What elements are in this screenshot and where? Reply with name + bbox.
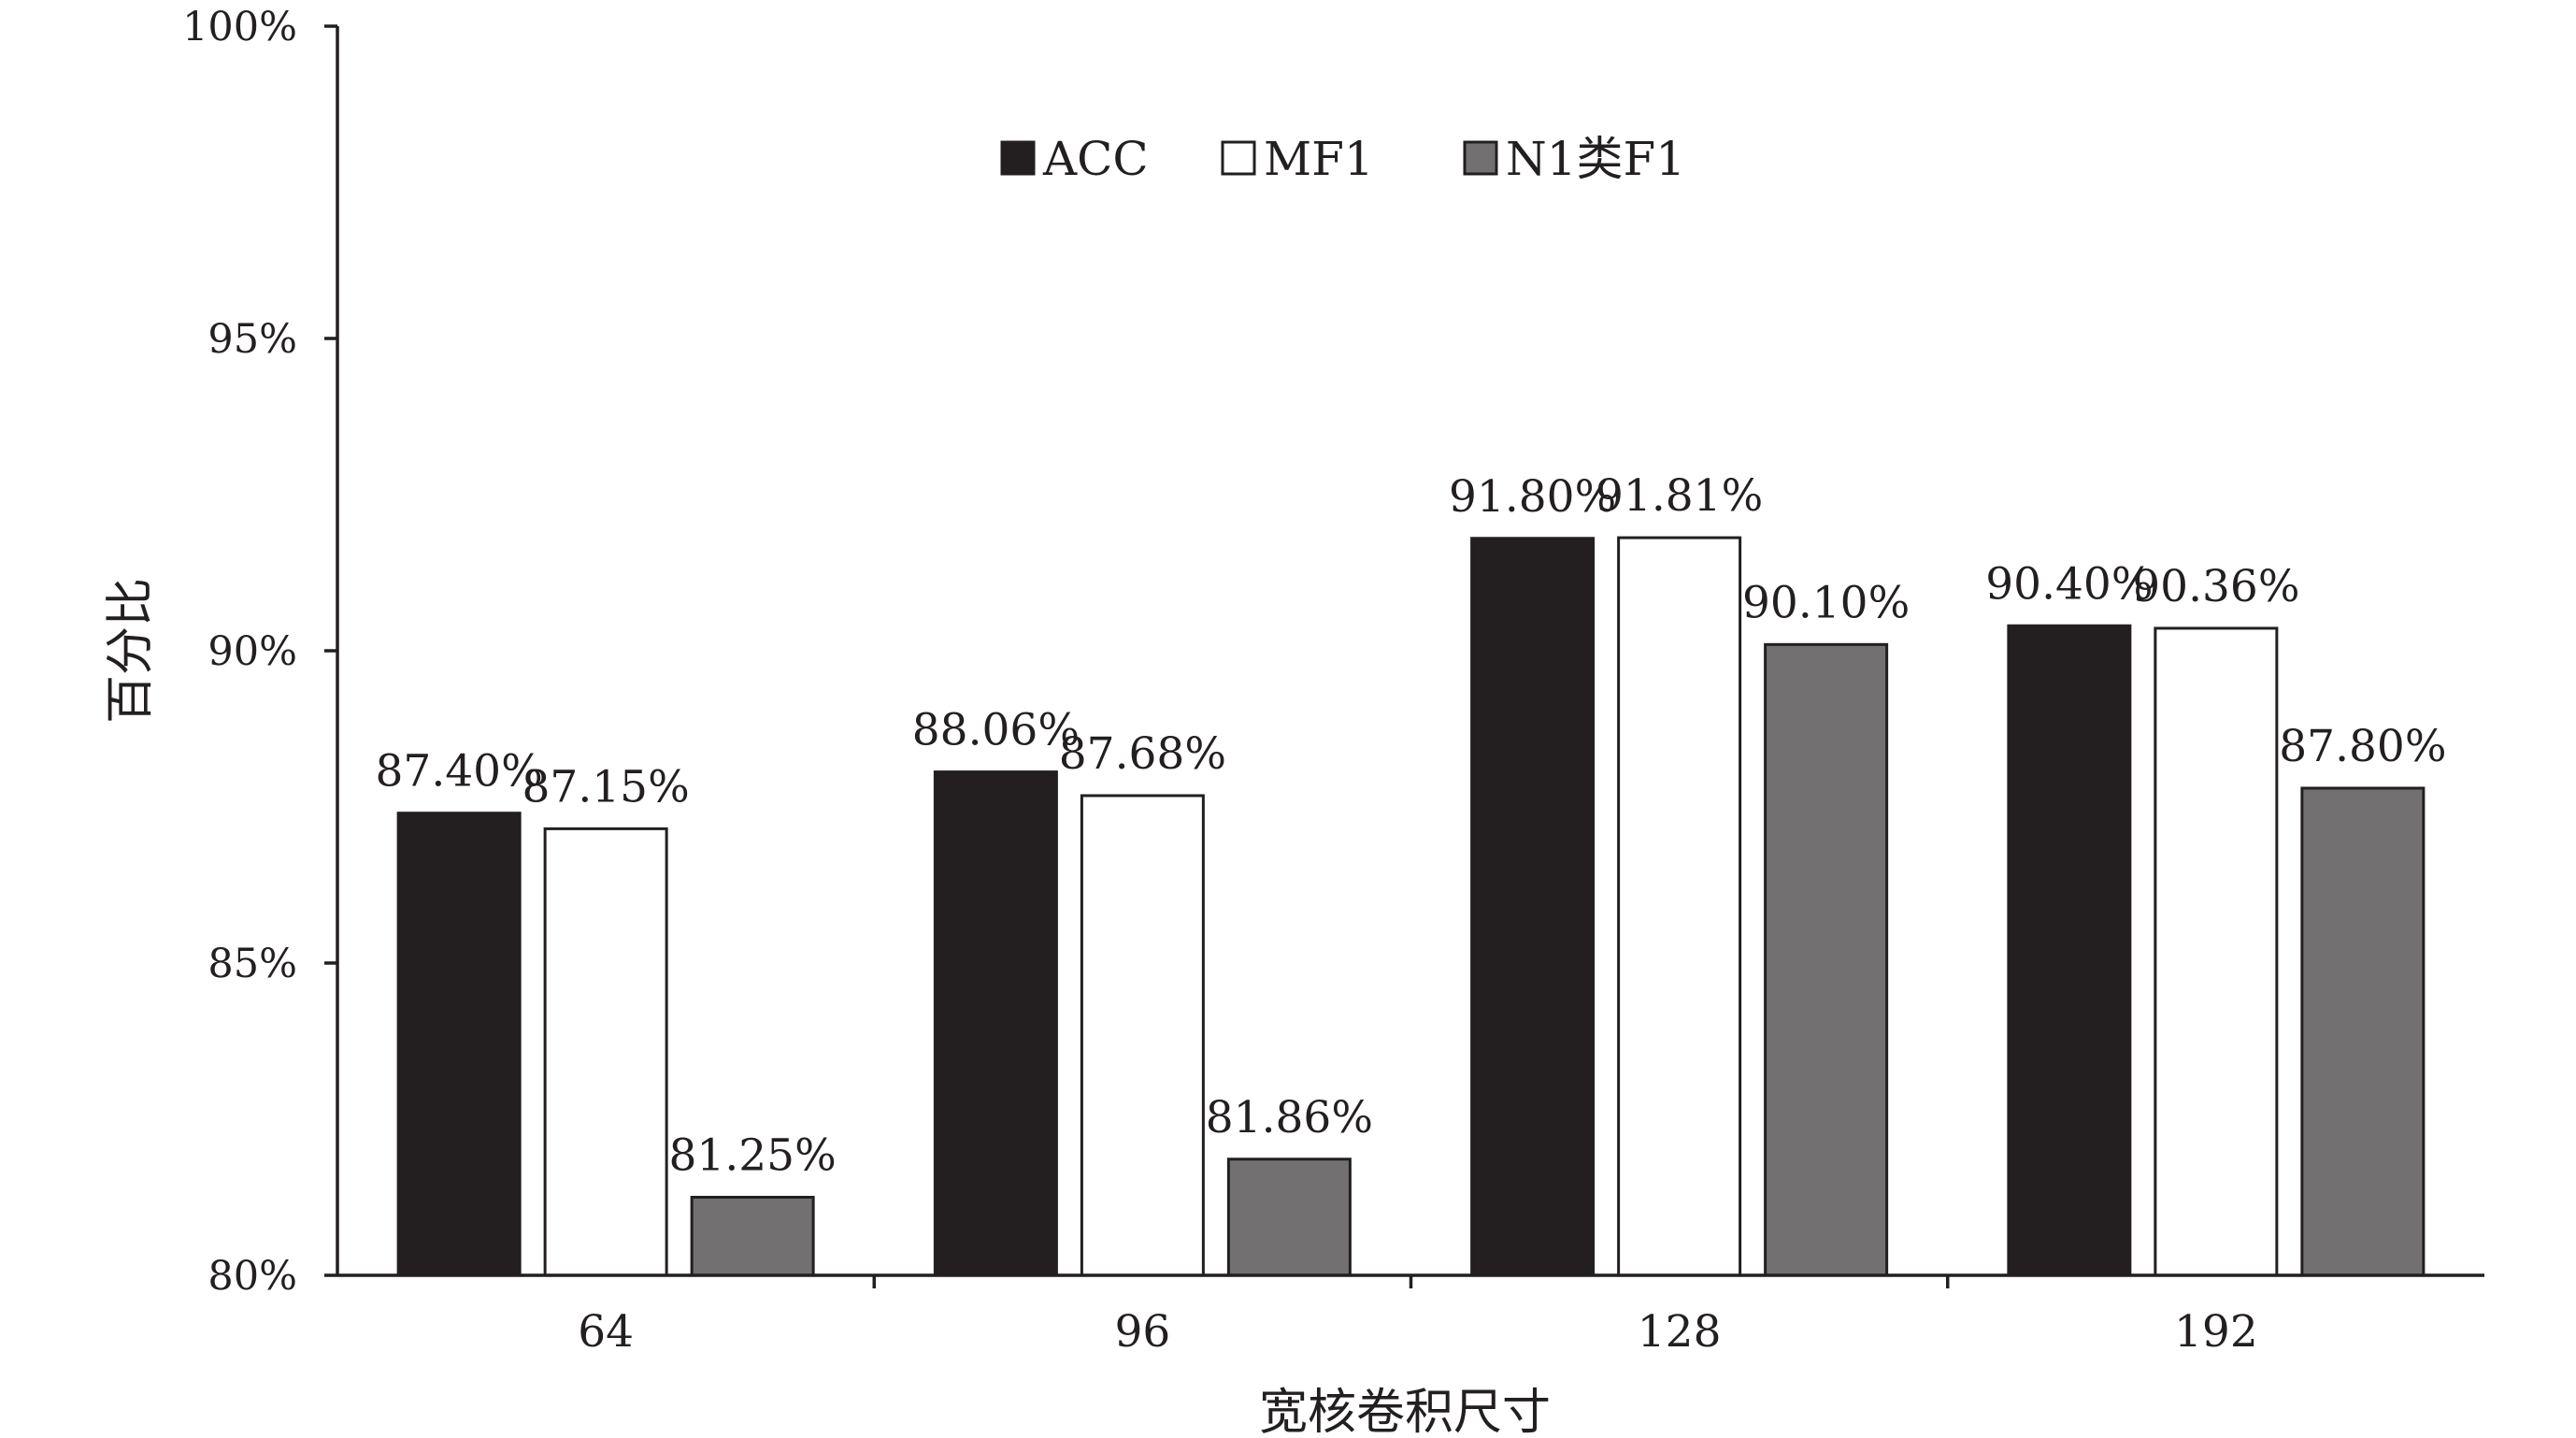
- data-label: 91.80%: [1449, 471, 1616, 523]
- x-tick-label: 128: [1638, 1306, 1722, 1358]
- data-label: 87.15%: [522, 761, 690, 812]
- data-label: 88.06%: [912, 705, 1080, 756]
- y-tick-label: 90%: [208, 628, 297, 675]
- x-axis-title: 宽核卷积尺寸: [1259, 1385, 1551, 1438]
- bar-MF1-64: [543, 827, 668, 1277]
- x-tick-label: 96: [1114, 1306, 1170, 1358]
- data-label: 87.80%: [2279, 721, 2446, 772]
- bar-MF1-128: [1617, 536, 1742, 1277]
- data-label: 81.25%: [669, 1130, 837, 1182]
- bars: [396, 536, 2426, 1277]
- bar-N1类F1-96: [1226, 1158, 1352, 1277]
- data-label: 91.81%: [1596, 470, 1763, 522]
- bar-N1类F1-192: [2300, 786, 2426, 1277]
- bar-N1类F1-128: [1764, 642, 1889, 1277]
- y-tick-label: 100%: [182, 4, 297, 50]
- y-tick-label: 85%: [208, 941, 297, 987]
- legend-swatch: [1463, 140, 1498, 176]
- bar-ACC-96: [933, 770, 1058, 1277]
- legend: ACC MF1 N1类F1: [1000, 132, 1685, 186]
- bar-N1类F1-64: [690, 1196, 815, 1277]
- legend-label: ACC: [1042, 132, 1149, 186]
- y-tick-label: 80%: [208, 1253, 297, 1300]
- data-label: 90.40%: [1985, 558, 2153, 610]
- x-tick-label: 64: [578, 1306, 634, 1358]
- legend-swatch: [1221, 140, 1256, 176]
- y-axis-title: 百分比: [103, 578, 159, 724]
- legend-label: MF1: [1264, 132, 1374, 186]
- bar-MF1-96: [1080, 794, 1205, 1277]
- bar-MF1-192: [2154, 626, 2279, 1277]
- bar-ACC-192: [2007, 624, 2132, 1277]
- data-label: 87.40%: [376, 746, 543, 798]
- legend-swatch: [1000, 140, 1036, 176]
- bar-ACC-128: [1470, 537, 1596, 1277]
- data-labels: 87.40% 88.06% 91.80% 90.40% 87.15% 87.68% 91.8…: [376, 470, 2447, 1181]
- x-tick-label: 192: [2174, 1306, 2258, 1358]
- data-label: 81.86%: [1206, 1092, 1373, 1143]
- y-axis-ticks: 80% 85% 90% 95% 100%: [182, 4, 337, 1300]
- data-label: 90.36%: [2132, 561, 2299, 612]
- x-axis-ticks: 64 96 128 192: [578, 1275, 2258, 1358]
- data-label: 87.68%: [1059, 728, 1226, 780]
- bar-ACC-64: [396, 812, 522, 1277]
- legend-label: N1类F1: [1506, 132, 1685, 186]
- y-tick-label: 95%: [208, 316, 297, 363]
- data-label: 90.10%: [1742, 577, 1910, 628]
